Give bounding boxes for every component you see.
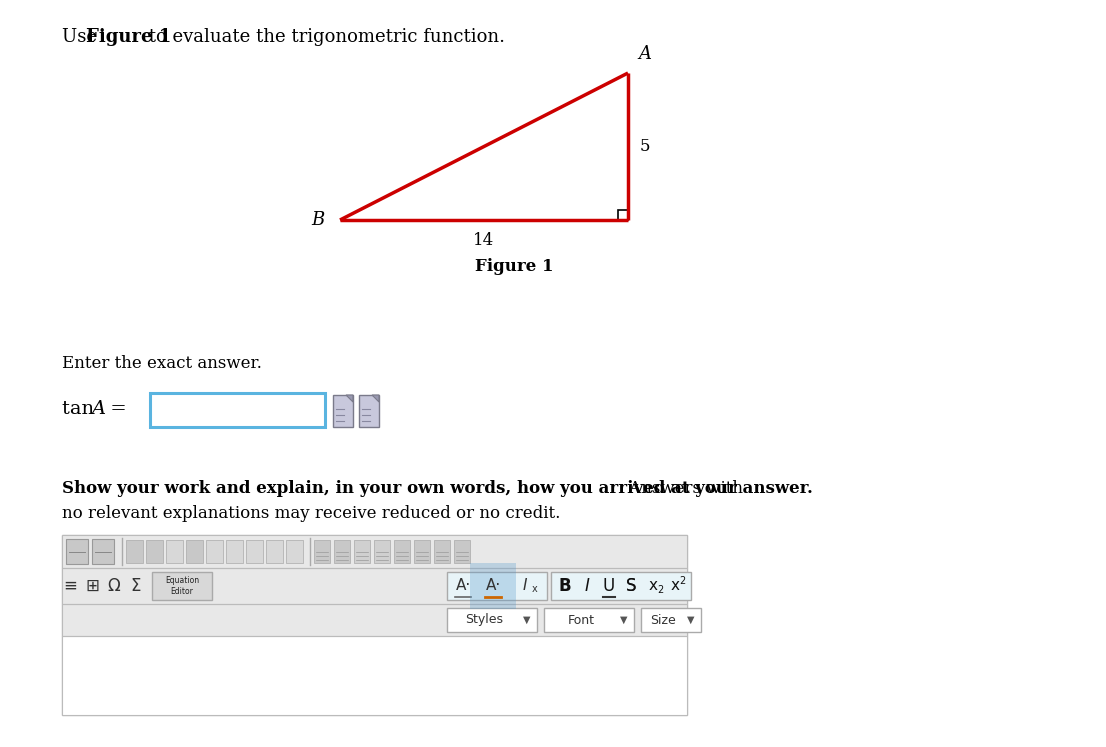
Text: B: B — [559, 577, 572, 595]
Bar — [314, 540, 330, 563]
Text: I: I — [523, 578, 528, 594]
Bar — [544, 608, 634, 632]
Text: |: | — [156, 403, 161, 418]
Bar — [333, 395, 353, 427]
Text: Σ: Σ — [131, 577, 142, 595]
Bar — [551, 572, 691, 600]
Polygon shape — [372, 395, 379, 402]
Bar — [394, 540, 410, 563]
Text: 2: 2 — [657, 585, 664, 595]
Text: Enter the exact answer.: Enter the exact answer. — [62, 355, 262, 372]
Bar — [62, 535, 687, 568]
Text: A: A — [638, 45, 651, 63]
Bar — [334, 540, 349, 563]
Text: 2: 2 — [679, 576, 685, 586]
Bar — [286, 540, 303, 563]
Text: ≡: ≡ — [63, 577, 77, 595]
Bar — [186, 540, 204, 563]
Text: A·: A· — [456, 578, 471, 594]
Text: Equation
Editor: Equation Editor — [165, 576, 199, 596]
Bar — [434, 540, 450, 563]
Text: tan: tan — [62, 400, 101, 418]
Bar — [62, 535, 687, 568]
Text: Font: Font — [567, 613, 595, 627]
Text: I: I — [585, 577, 589, 595]
Bar — [453, 540, 470, 563]
Text: 5: 5 — [640, 138, 650, 155]
Text: Figure 1: Figure 1 — [86, 28, 171, 46]
Bar — [66, 539, 88, 564]
Text: ▼: ▼ — [620, 615, 628, 625]
Text: ▼: ▼ — [687, 615, 695, 625]
Bar — [146, 540, 163, 563]
Bar — [267, 540, 283, 563]
Text: to evaluate the trigonometric function.: to evaluate the trigonometric function. — [143, 28, 505, 46]
Text: 14: 14 — [473, 232, 494, 249]
FancyBboxPatch shape — [150, 393, 325, 427]
Bar — [226, 540, 243, 563]
Text: Answers with: Answers with — [624, 480, 743, 497]
Bar — [641, 608, 701, 632]
Bar — [206, 540, 223, 563]
Text: S: S — [626, 577, 636, 595]
Bar — [62, 568, 687, 604]
Text: A·: A· — [486, 578, 501, 594]
Bar — [62, 568, 687, 604]
Bar — [166, 540, 182, 563]
Text: x: x — [670, 578, 679, 594]
Bar — [414, 540, 430, 563]
Bar — [62, 636, 687, 715]
Text: Show your work and explain, in your own words, how you arrived at your answer.: Show your work and explain, in your own … — [62, 480, 813, 497]
Text: =: = — [104, 400, 127, 418]
Text: Use: Use — [62, 28, 103, 46]
Bar — [359, 395, 379, 427]
Text: x: x — [532, 584, 538, 594]
Bar — [374, 540, 390, 563]
Text: U: U — [603, 577, 615, 595]
Polygon shape — [346, 395, 353, 402]
Bar — [246, 540, 263, 563]
Bar — [126, 540, 143, 563]
Bar — [92, 539, 114, 564]
Bar — [354, 540, 371, 563]
Bar — [62, 604, 687, 636]
Bar — [447, 608, 538, 632]
Text: A: A — [91, 400, 105, 418]
Text: Size: Size — [650, 613, 676, 627]
Text: Styles: Styles — [465, 613, 503, 627]
Bar — [62, 604, 687, 636]
Text: B: B — [312, 211, 325, 229]
Text: Ω: Ω — [107, 577, 121, 595]
Text: no relevant explanations may receive reduced or no credit.: no relevant explanations may receive red… — [62, 505, 561, 522]
Text: S: S — [626, 577, 636, 595]
Bar — [152, 572, 212, 600]
Text: ⊞: ⊞ — [85, 577, 98, 595]
Text: ▼: ▼ — [523, 615, 531, 625]
Bar — [62, 535, 687, 715]
Text: Figure 1: Figure 1 — [474, 258, 553, 275]
Bar — [447, 572, 547, 600]
Text: x: x — [648, 578, 657, 594]
